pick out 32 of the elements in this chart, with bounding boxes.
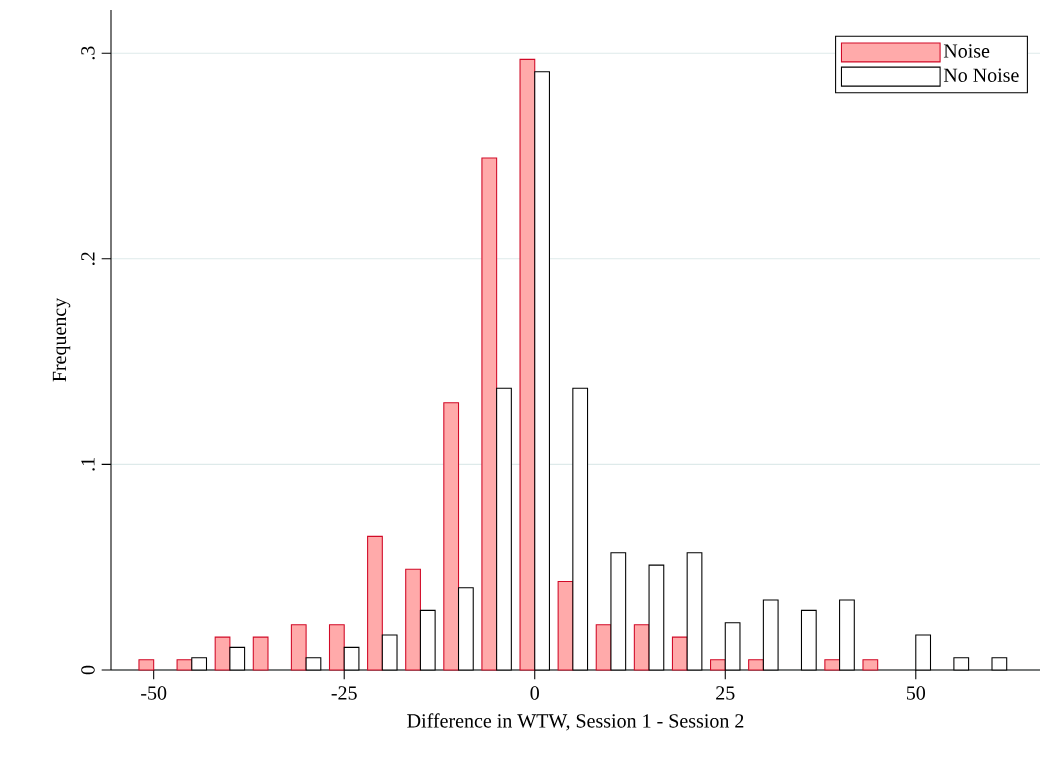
bar — [633, 624, 650, 671]
bar — [252, 636, 269, 671]
bar — [710, 659, 726, 671]
bar — [748, 659, 764, 671]
x-tick-label: 25 — [716, 686, 735, 700]
bar — [519, 58, 536, 671]
bar — [214, 636, 231, 671]
y-axis-title: Frequency — [52, 297, 71, 382]
x-axis-title: Difference in WTW, Session 1 - Session 2 — [407, 713, 744, 731]
x-tick-label: -25 — [331, 686, 357, 700]
bar — [176, 659, 193, 671]
bar — [481, 157, 498, 671]
bar — [443, 402, 460, 671]
bar — [824, 659, 841, 671]
bar — [671, 636, 688, 671]
legend-label: Noise — [943, 44, 990, 58]
x-tick-label: 0 — [530, 686, 539, 700]
y-tick-label: .3 — [81, 46, 95, 60]
bar — [862, 659, 879, 671]
legend-label: No Noise — [943, 68, 1019, 82]
bar — [595, 624, 612, 671]
y-tick-label: 0 — [81, 665, 95, 675]
x-tick-label: -50 — [141, 686, 167, 700]
bar — [367, 535, 383, 671]
y-tick-label: .1 — [81, 458, 95, 471]
bar — [328, 624, 345, 671]
y-tick-label: .2 — [81, 252, 95, 265]
bar — [290, 624, 307, 671]
bar — [138, 659, 155, 671]
bar — [557, 581, 574, 671]
bar — [405, 568, 421, 671]
x-tick-label: 50 — [906, 686, 926, 700]
